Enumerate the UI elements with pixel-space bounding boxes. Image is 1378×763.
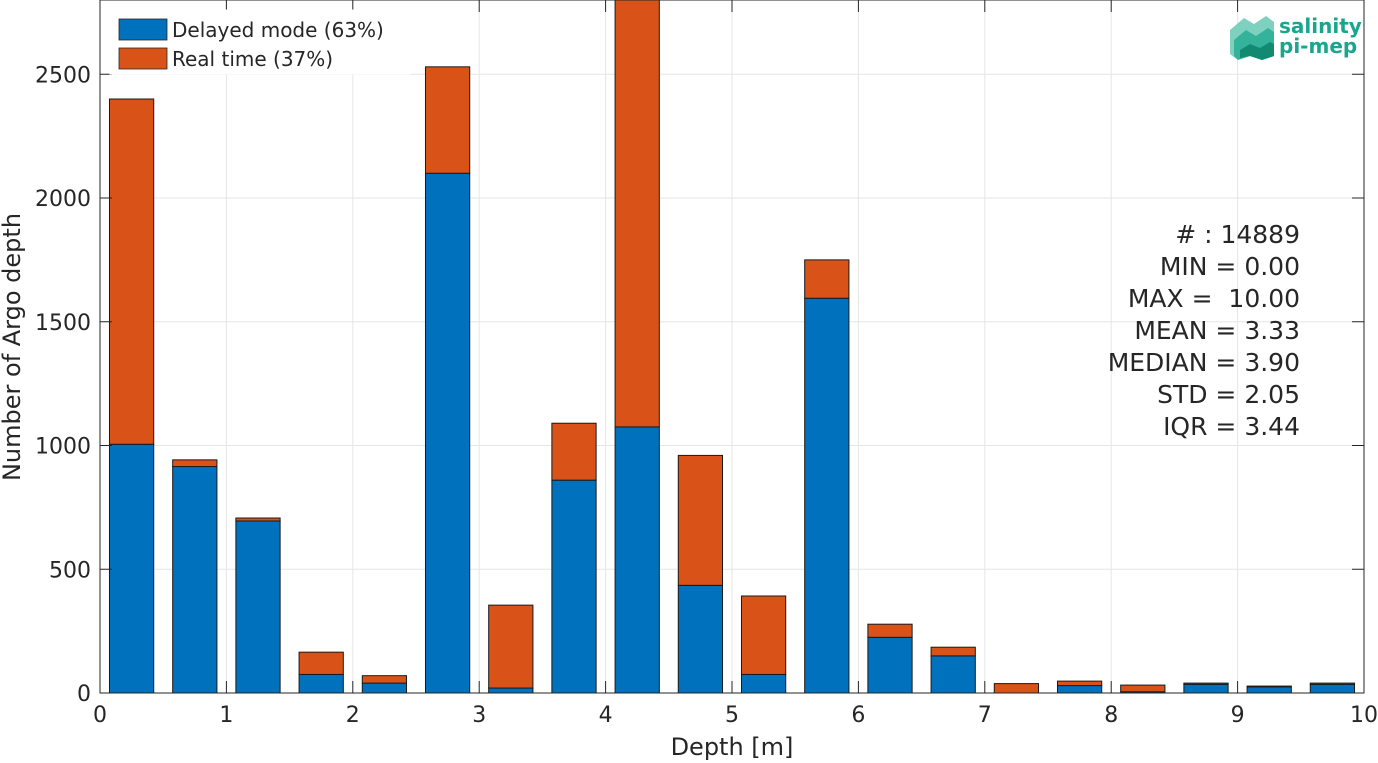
statistics-annotation: # : 14889 MIN = 0.00 MAX = 10.00 MEAN = 3.3… [1108, 220, 1300, 441]
bar-delayed-mode-4 [361, 682, 408, 694]
bar-delayed-mode-15 [1056, 685, 1103, 694]
legend-label-delayed-mode: Delayed mode (63%) [172, 18, 384, 42]
bars [108, 0, 1356, 694]
x-tick-label-3: 3 [472, 703, 486, 728]
logo-text-salinity: salinity [1279, 14, 1362, 38]
stat-line-1: # : 14889 [1175, 220, 1300, 249]
bar-real-time-1 [172, 459, 218, 468]
bar-real-time-15 [1056, 680, 1103, 687]
x-axis-title: Depth [m] [671, 733, 794, 761]
x-tick-label-1: 1 [219, 703, 233, 728]
x-tick-label-10: 10 [1350, 703, 1378, 728]
x-tick-label-4: 4 [599, 703, 613, 728]
bar-delayed-mode-17 [1183, 683, 1229, 694]
bar-real-time-11 [804, 259, 850, 299]
legend-swatch-delayed-mode [118, 18, 168, 41]
bar-real-time-6 [488, 604, 534, 689]
x-tick-label-0: 0 [93, 703, 107, 728]
bar-delayed-mode-3 [298, 673, 344, 694]
stat-line-7: IQR = 3.44 [1163, 412, 1300, 441]
bar-delayed-mode-6 [488, 687, 534, 694]
bar-delayed-mode-8 [614, 426, 660, 694]
stat-line-4: MEAN = 3.33 [1134, 316, 1300, 345]
bar-real-time-9 [677, 454, 724, 586]
bar-real-time-3 [298, 651, 344, 675]
bar-delayed-mode-2 [235, 520, 281, 694]
x-tick-label-8: 8 [1104, 703, 1118, 728]
y-tick-label-0: 0 [77, 682, 91, 707]
y-axis-title: Number of Argo depth [0, 213, 26, 481]
y-tick-label-1000: 1000 [35, 435, 91, 460]
legend-label-real-time: Real time (37%) [172, 47, 333, 71]
x-tick-label-7: 7 [978, 703, 992, 728]
x-tick-label-2: 2 [346, 703, 360, 728]
bar-delayed-mode-9 [677, 584, 724, 694]
bar-delayed-mode-13 [930, 655, 976, 694]
x-tick-label-9: 9 [1231, 703, 1245, 728]
x-tick-label-5: 5 [725, 703, 739, 728]
legend-swatch-real-time [118, 47, 168, 70]
bar-real-time-8 [614, 0, 660, 428]
bar-real-time-13 [930, 646, 976, 657]
salinity-pi-mep-logo: salinity pi-mep [1230, 14, 1362, 60]
bar-delayed-mode-19 [1309, 683, 1356, 694]
bar-delayed-mode-18 [1246, 686, 1292, 694]
stat-line-3: MAX = 10.00 [1128, 284, 1300, 313]
axis-ticks: 0 1 2 3 4 5 6 7 8 9 10 0 500 1000 1500 2000 2500 [35, 0, 1378, 728]
stat-line-6: STD = 2.05 [1157, 380, 1300, 409]
bar-real-time-17 [1183, 682, 1229, 685]
bar-real-time-18 [1246, 685, 1292, 688]
bar-delayed-mode-7 [551, 479, 597, 694]
bar-delayed-mode-11 [804, 297, 850, 694]
bar-delayed-mode-1 [172, 466, 218, 694]
bar-real-time-5 [424, 66, 471, 174]
bar-real-time-4 [361, 675, 408, 684]
bar-real-time-14 [993, 683, 1040, 694]
bar-delayed-mode-10 [740, 673, 787, 694]
wave-logo-icon [1230, 16, 1274, 60]
bar-real-time-12 [867, 623, 913, 638]
y-tick-label-2500: 2500 [35, 63, 91, 88]
bar-real-time-2 [235, 517, 281, 522]
stat-line-5: MEDIAN = 3.90 [1108, 348, 1300, 377]
bar-real-time-7 [551, 422, 597, 481]
bar-delayed-mode-12 [867, 636, 913, 694]
bar-real-time-19 [1309, 682, 1356, 685]
bar-real-time-16 [1120, 684, 1166, 693]
y-tick-label-1500: 1500 [35, 311, 91, 336]
bar-real-time-10 [740, 595, 787, 675]
x-tick-label-6: 6 [851, 703, 865, 728]
y-tick-label-2000: 2000 [35, 187, 91, 212]
bar-real-time-0 [108, 98, 155, 445]
logo-text-pi-mep: pi-mep [1279, 34, 1357, 58]
legend: Delayed mode (63%) Real time (37%) [109, 9, 411, 75]
bar-delayed-mode-5 [424, 172, 471, 694]
y-tick-label-500: 500 [49, 558, 91, 583]
bar-delayed-mode-0 [108, 443, 155, 694]
stat-line-2: MIN = 0.00 [1160, 252, 1300, 281]
